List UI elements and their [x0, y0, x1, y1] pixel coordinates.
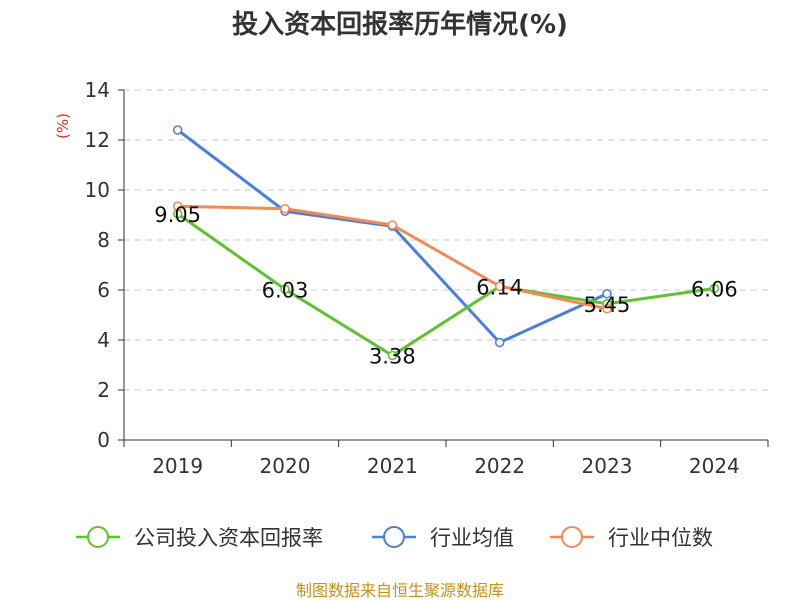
y-tick-label: 6	[97, 278, 110, 302]
legend-item-0[interactable]: 公司投入资本回报率	[76, 526, 323, 550]
y-tick-label: 2	[97, 378, 110, 402]
chart-title: 投入资本回报率历年情况(%)	[232, 10, 568, 40]
x-tick-label: 2023	[582, 454, 633, 478]
data-point	[280, 284, 290, 294]
data-point	[172, 125, 183, 135]
y-tick-label: 12	[85, 128, 110, 152]
series-line-1	[176, 128, 608, 344]
y-tick-label: 8	[97, 228, 110, 252]
y-tick-label: 4	[97, 328, 110, 352]
x-tick-label: 2019	[152, 454, 203, 478]
data-point	[172, 201, 183, 211]
data-label: 6.06	[691, 278, 738, 302]
data-label: 5.45	[584, 293, 631, 317]
y-tick-label: 14	[85, 78, 110, 102]
axes: 0 2 4 6 8 10 12 14 2019 2020 2021 2022 2023 2024	[85, 78, 769, 478]
data-label: 3.38	[369, 345, 416, 369]
data-point	[494, 337, 505, 348]
legend-label: 行业均值	[430, 526, 514, 550]
y-axis-label: (%)	[54, 113, 72, 139]
x-tick-label: 2020	[260, 454, 311, 478]
data-point	[494, 281, 505, 291]
series-group	[172, 125, 720, 361]
legend-circle-marker	[561, 526, 583, 548]
x-tick-label: 2024	[689, 454, 740, 478]
legend[interactable]: 公司投入资本回报率 行业均值 行业中位数	[76, 526, 713, 550]
legend-label: 行业中位数	[608, 526, 713, 550]
data-label: 6.14	[476, 276, 523, 300]
legend-circle-marker	[383, 526, 405, 548]
y-tick-label: 10	[85, 178, 110, 202]
grid-lines	[124, 89, 768, 391]
legend-item-1[interactable]: 行业均值	[372, 526, 514, 550]
series-line-0	[176, 212, 715, 357]
data-labels: 9.05 6.03 3.38 6.14 5.45 6.06	[154, 203, 737, 369]
y-tick-label: 0	[97, 428, 110, 452]
x-tick-label: 2021	[367, 454, 418, 478]
data-point	[709, 283, 720, 294]
data-label: 9.05	[154, 203, 201, 227]
x-tick-label: 2022	[474, 454, 525, 478]
legend-circle-marker	[87, 526, 109, 548]
data-label: 6.03	[262, 278, 309, 302]
data-point	[387, 350, 398, 361]
data-point	[280, 204, 290, 214]
source-note: 制图数据来自恒生聚源数据库	[295, 581, 504, 600]
legend-label: 公司投入资本回报率	[134, 526, 323, 550]
data-point	[387, 220, 398, 230]
data-point	[602, 289, 612, 299]
data-point	[602, 304, 612, 314]
legend-item-2[interactable]: 行业中位数	[550, 526, 713, 550]
